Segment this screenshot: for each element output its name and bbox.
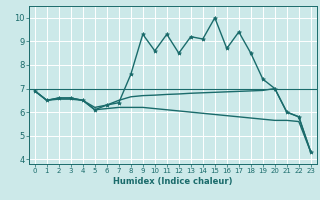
X-axis label: Humidex (Indice chaleur): Humidex (Indice chaleur) <box>113 177 233 186</box>
